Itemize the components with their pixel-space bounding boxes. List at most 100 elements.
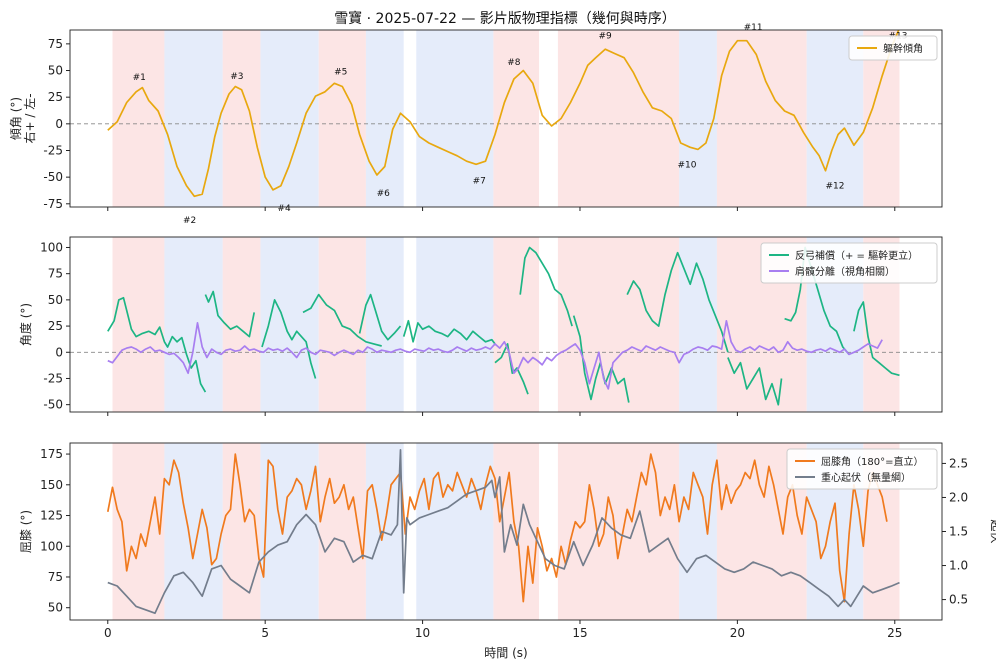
y-tick-label: 150 — [40, 478, 63, 492]
peak-annotation: #9 — [599, 31, 613, 41]
peak-annotation: #8 — [507, 58, 521, 68]
series-line-14 — [107, 319, 883, 390]
peak-annotation: #2 — [183, 216, 196, 226]
legend: 反弓補償（+ = 驅幹更立） 肩髖分離（視角相關） — [760, 242, 938, 284]
y-tick-label: 50 — [48, 293, 63, 307]
y2-axis-label: 起伏 — [989, 519, 996, 543]
y-tick-label: 25 — [48, 319, 63, 333]
phase-band-blue — [260, 237, 319, 412]
y-tick-label: -25 — [43, 371, 63, 385]
chart-title: 雪寶 · 2025-07-22 — 影片版物理指標（幾何與時序） — [334, 11, 676, 27]
y-tick-label: 0 — [55, 117, 63, 131]
x-tick-label: 20 — [730, 626, 745, 640]
y-tick-label: 75 — [48, 570, 63, 584]
axes-frame — [69, 29, 943, 208]
series-line-5 — [358, 293, 402, 341]
peak-annotation: #5 — [334, 68, 347, 78]
phase-band-blue — [416, 30, 494, 207]
y-tick-label: -50 — [43, 170, 63, 184]
phase-band-blue — [679, 30, 717, 207]
y-tick-label: 100 — [40, 539, 63, 553]
phase-band-red — [557, 30, 680, 207]
y-tick-label: 0 — [55, 345, 63, 359]
series-group — [106, 448, 900, 615]
phase-band-red — [493, 237, 540, 412]
y-axis-label: 角度 (°) — [18, 303, 33, 346]
legend-label: 反弓補償（+ = 驅幹更立） — [795, 249, 918, 262]
phase-band-red — [112, 30, 165, 207]
y2-tick-label: 2.0 — [949, 490, 968, 504]
phase-band-blue — [679, 237, 717, 412]
legend: 屈膝角（180°=直立） 重心起伏（無量綱） — [786, 448, 938, 490]
series-line-13 — [853, 301, 900, 377]
series-line-8 — [519, 246, 573, 327]
y-tick-label: 100 — [40, 240, 63, 254]
y-tick-label: 75 — [48, 267, 63, 281]
x-tick-label: 5 — [261, 626, 269, 640]
series-line-7 — [494, 343, 529, 395]
phase-band-red — [112, 237, 165, 412]
phase-band-red — [557, 443, 680, 620]
y-tick-label: -75 — [43, 197, 63, 211]
legend-label: 屈膝角（180°=直立） — [821, 455, 923, 468]
x-tick-label: 10 — [415, 626, 430, 640]
phase-band-red — [222, 237, 261, 412]
legend-label: 肩髖分離（視角相關） — [795, 265, 895, 278]
peak-annotation: #3 — [230, 72, 243, 82]
legend-box — [786, 448, 938, 490]
phase-band-blue — [365, 443, 404, 620]
y-tick-label: 175 — [40, 447, 63, 461]
phase-band-red — [222, 443, 261, 620]
y-axis-label: 傾角 (°) — [9, 97, 23, 140]
series-line-10 — [626, 251, 729, 353]
series-line-6 — [402, 319, 496, 345]
phase-band-blue — [164, 30, 223, 207]
phase-band-red — [318, 30, 366, 207]
y-tick-label: 50 — [48, 601, 63, 615]
peak-annotation: #12 — [825, 182, 844, 192]
legend-box — [848, 35, 938, 61]
y-axis-label: 屈膝 (°) — [19, 510, 33, 553]
series-group — [107, 246, 900, 406]
panel-3: 50 75 100 125 150 175 0 5 10 15 20 25 0.5 1.0 1.5 2.0 2.… — [19, 442, 996, 640]
panel-2: -50 -25 0 25 50 75 100 角度 (°) 反弓補償（+ = 驅幹更立） 肩髖分離… — [18, 236, 943, 416]
peak-annotation: #10 — [678, 160, 697, 170]
phase-band-blue — [260, 443, 319, 620]
y-tick-label: 75 — [48, 37, 63, 51]
y2-tick-label: 1.5 — [949, 525, 968, 539]
series-line-2 — [107, 448, 900, 615]
y-tick-label: 125 — [40, 509, 63, 523]
axes-frame — [69, 236, 943, 413]
y-axis-sublabel: 右+ / 左- — [22, 93, 37, 143]
x-axis-label: 時間 (s) — [484, 646, 527, 660]
phase-band-blue — [416, 237, 494, 412]
series-line-4 — [302, 293, 382, 347]
phase-band-red — [222, 30, 261, 207]
y-tick-label: 25 — [48, 90, 63, 104]
series-line-2 — [204, 290, 256, 338]
peak-annotation: #1 — [133, 73, 146, 83]
peak-annotation: #11 — [744, 23, 763, 33]
y-tick-label: 50 — [48, 64, 63, 78]
peak-annotation: #7 — [473, 176, 486, 186]
y-tick-label: -25 — [43, 143, 63, 157]
phase-band-blue — [365, 237, 404, 412]
y-tick-label: -50 — [43, 398, 63, 412]
legend-label: 軀幹傾角 — [883, 42, 923, 55]
series-line-11 — [727, 357, 783, 406]
x-tick-label: 0 — [104, 626, 112, 640]
legend: 軀幹傾角 — [848, 35, 938, 61]
peak-annotation: #4 — [277, 204, 291, 214]
y2-tick-label: 0.5 — [949, 593, 968, 607]
y2-tick-label: 2.5 — [949, 456, 968, 470]
phase-band-blue — [679, 443, 717, 620]
phase-band-blue — [260, 30, 319, 207]
series-group — [107, 30, 900, 198]
phase-band-red — [716, 30, 807, 207]
series-line-1 — [107, 30, 900, 198]
phase-band-blue — [164, 237, 223, 412]
phase-band-blue — [164, 443, 223, 620]
x-tick-label: 25 — [887, 626, 902, 640]
